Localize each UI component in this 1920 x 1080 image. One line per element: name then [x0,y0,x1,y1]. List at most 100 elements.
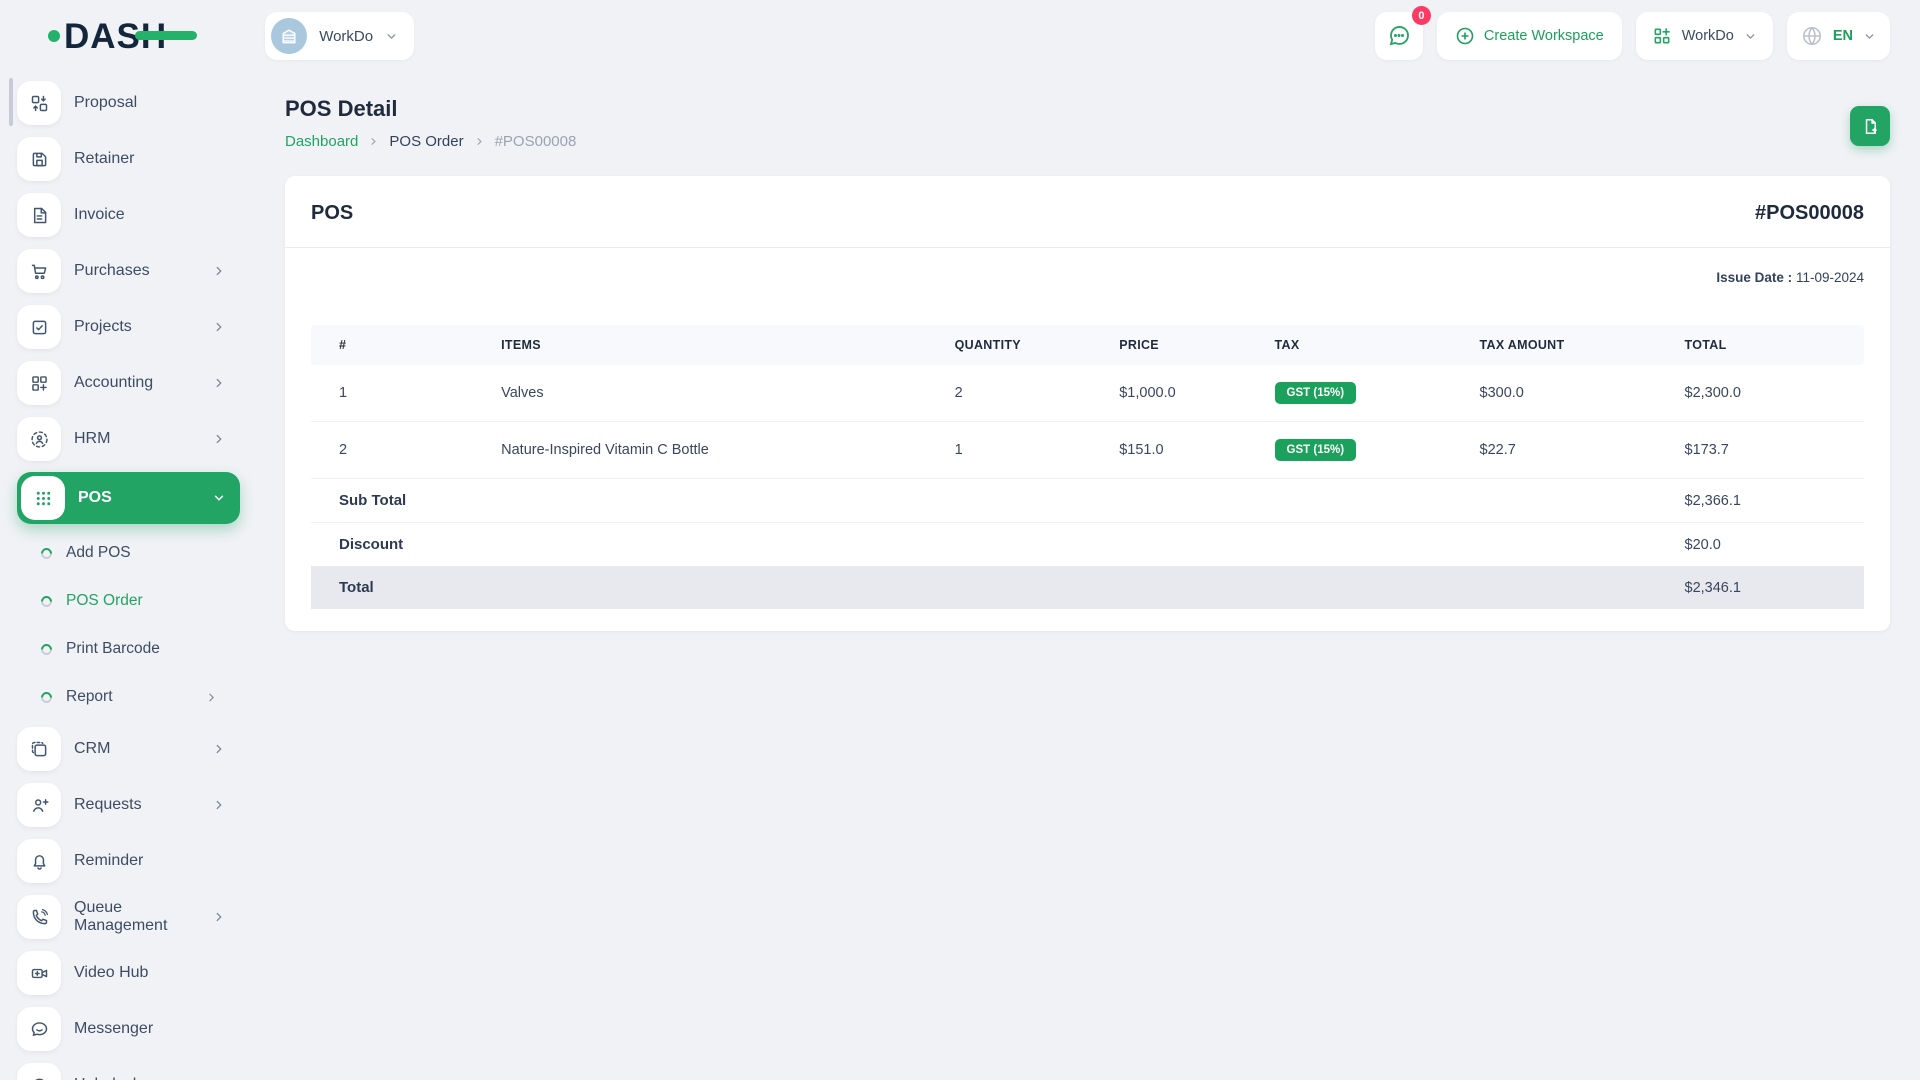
create-workspace-button[interactable]: Create Workspace [1436,12,1622,60]
building-icon [271,18,308,54]
sidebar-subitem-label: Report [66,688,113,705]
dash-logo[interactable]: DASH [48,19,198,54]
sidebar-item-label: Projects [74,318,132,335]
sidebar-item-hrm[interactable]: HRM [17,416,240,462]
language-menu[interactable]: EN [1786,12,1890,60]
items-table: # ITEMS QUANTITY PRICE TAX TAX AMOUNT TO… [311,325,1864,609]
phone-icon [17,895,61,939]
headset-icon [17,1063,61,1080]
dots-grid-icon [21,476,65,520]
sidebar-item-crm[interactable]: CRM [17,726,240,772]
overlap-squares-icon [17,727,61,771]
main-content: POS Detail Dashboard POS Order #POS00008… [256,0,1920,631]
sidebar-item-accounting[interactable]: Accounting [17,360,240,406]
sidebar-item-queue-management[interactable]: Queue Management [17,894,240,940]
col-price: PRICE [1109,325,1265,365]
sidebar-item-purchases[interactable]: Purchases [17,248,240,294]
breadcrumb-pos-order: POS Order [389,133,464,150]
chevron-right-icon [474,136,485,147]
chevron-right-icon [212,264,226,278]
issue-date-row: Issue Date : 11-09-2024 [285,248,1890,285]
col-items: ITEMS [491,325,945,365]
sidebar-scrollbar[interactable] [9,78,13,126]
page-header: POS Detail Dashboard POS Order #POS00008 [285,96,1890,150]
squares-plus-icon [17,361,61,405]
sidebar-item-label: CRM [74,740,111,757]
sidebar-item-label: Retainer [74,150,135,167]
sidebar-item-messenger[interactable]: Messenger [17,1006,240,1052]
discount-label: Discount [311,522,1675,566]
chevron-right-icon [212,798,226,812]
breadcrumb-pos-number: #POS00008 [494,133,577,150]
sidebar-subitem-print-barcode[interactable]: Print Barcode [38,630,240,668]
bullet-icon [38,545,55,561]
create-workspace-label: Create Workspace [1483,28,1604,44]
sidebar-subitem-add-pos[interactable]: Add POS [38,534,240,572]
sidebar-item-invoice[interactable]: Invoice [17,192,240,238]
bullet-icon [38,641,55,657]
sidebar-item-label: Reminder [74,852,144,869]
language-code: EN [1832,28,1853,44]
bell-icon [17,839,61,883]
messages-count-badge: 0 [1411,6,1431,25]
company-menu[interactable]: WorkDo [1635,12,1773,60]
sidebar-item-proposal[interactable]: Proposal [17,80,240,126]
sidebar-item-label: Queue Management [74,899,168,934]
sidebar-item-retainer[interactable]: Retainer [17,136,240,182]
sidebar-subitem-report[interactable]: Report [38,678,240,716]
file-plus-icon [1861,117,1880,136]
workspace-switcher[interactable]: WorkDo [265,12,415,60]
breadcrumb-dashboard-link[interactable]: Dashboard [285,133,359,150]
invoice-icon [17,193,61,237]
sidebar-item-video-hub[interactable]: Video Hub [17,950,240,996]
chevron-down-icon [1744,30,1757,43]
items-table-wrap: # ITEMS QUANTITY PRICE TAX TAX AMOUNT TO… [285,285,1890,609]
cell-tax-amount: $22.7 [1469,421,1675,479]
subtotal-label: Sub Total [311,478,1675,523]
cell-number: 1 [339,385,348,401]
chevron-down-icon [212,491,226,505]
video-camera-icon [17,951,61,995]
sidebar-subitem-label: Print Barcode [66,640,160,657]
cart-icon [17,249,61,293]
export-pos-button[interactable] [1850,106,1890,146]
topbar-actions: 0 Create Workspace WorkDo EN [1374,6,1890,60]
bullet-icon [38,689,55,705]
sidebar-item-pos[interactable]: POS [17,472,240,524]
chevron-right-icon [368,136,379,147]
sidebar-item-reminder[interactable]: Reminder [17,838,240,884]
topbar: DASH WorkDo 0 [0,0,1920,72]
sidebar-subitem-label: Add POS [66,544,131,561]
issue-date-label: Issue Date : [1716,270,1793,285]
cell-number: 2 [311,421,492,479]
globe-icon [1801,25,1823,47]
sidebar-item-requests[interactable]: Requests [17,782,240,828]
sidebar-item-helpdesk[interactable]: Helpdesk [17,1062,240,1080]
chevron-down-icon [1863,30,1876,43]
cell-quantity: 2 [954,385,963,401]
sidebar-item-label: Invoice [74,206,125,223]
chat-icon [1387,24,1411,48]
sidebar-subitem-pos-order[interactable]: POS Order [38,582,240,620]
plus-circle-icon [1455,26,1475,46]
sidebar-item-label: Helpdesk [74,1076,141,1080]
retainer-icon [17,137,61,181]
cell-price: $151.0 [1109,421,1265,479]
user-plus-icon [17,783,61,827]
sidebar-item-label: Accounting [74,374,154,391]
discount-value: $20.0 [1674,522,1864,566]
messages-button[interactable]: 0 [1374,6,1431,60]
tax-badge: GST (15%) [1274,382,1357,404]
card-title: POS [311,202,354,224]
chevron-right-icon [212,320,226,334]
cell-quantity: 1 [944,421,1110,479]
table-row: 1 Valves 2 $1,000.0 GST (15%) $300.0 $2,… [311,365,1864,422]
cell-tax-amount: $300.0 [1479,385,1524,401]
sidebar-item-projects[interactable]: Projects [17,304,240,350]
breadcrumb: Dashboard POS Order #POS00008 [285,133,576,150]
sidebar-item-label: Requests [74,796,142,813]
col-total: TOTAL [1674,325,1864,365]
chevron-right-icon [212,376,226,390]
bullet-icon [38,593,55,609]
sidebar-subitem-label: POS Order [66,592,143,609]
